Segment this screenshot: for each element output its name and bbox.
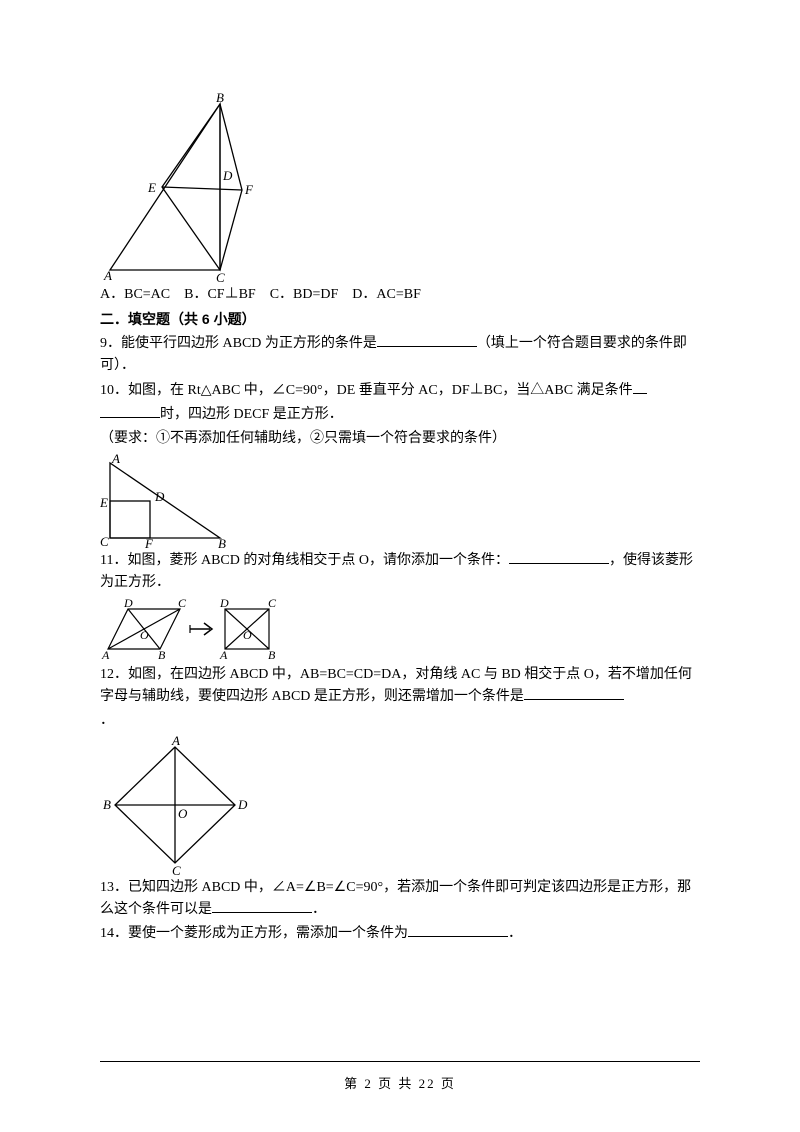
q12-blank [524, 686, 624, 700]
svg-text:B: B [218, 536, 226, 548]
q14-end: ． [508, 926, 522, 941]
q14-blank [408, 923, 508, 937]
svg-text:A: A [219, 648, 228, 662]
svg-text:O: O [243, 628, 252, 642]
svg-fig3: D C O A B D C O A B [100, 597, 300, 662]
svg-text:B: B [158, 648, 166, 662]
q10-text-a: 10．如图，在 Rt△ABC 中，∠C=90°，DE 垂直平分 AC，DF⊥BC… [100, 383, 633, 398]
figure-q8: B D E F A C [100, 92, 700, 282]
svg-text:C: C [178, 597, 187, 610]
footer-rule [100, 1061, 700, 1062]
q12-end: ． [100, 710, 700, 732]
svg-text:B: B [216, 92, 224, 105]
q14: 14．要使一个菱形成为正方形，需添加一个条件为 ． [100, 923, 700, 945]
svg-text:F: F [144, 536, 154, 548]
svg-text:D: D [123, 597, 133, 610]
q9: 9．能使平行四边形 ABCD 为正方形的条件是（填上一个符合题目要求的条件即可）… [100, 333, 700, 378]
q10-blank-inline [633, 380, 647, 394]
figure-q10: A E D C F B [100, 453, 700, 548]
q13-text-a: 13．已知四边形 ABCD 中，∠A=∠B=∠C=90°，若添加一个条件即可判定… [100, 880, 691, 917]
svg-text:C: C [268, 597, 277, 610]
figure-q11: D C O A B D C O A B [100, 597, 700, 662]
svg-text:B: B [103, 797, 111, 812]
q14-text-a: 14．要使一个菱形成为正方形，需添加一个条件为 [100, 926, 408, 941]
page-footer: 第 2 页 共 22 页 [0, 1073, 800, 1092]
q10-blank2 [100, 404, 160, 418]
svg-text:B: B [268, 648, 276, 662]
svg-text:C: C [216, 270, 225, 282]
svg-fig2: A E D C F B [100, 453, 230, 548]
svg-fig1: B D E F A C [100, 92, 260, 282]
svg-text:O: O [178, 806, 188, 821]
svg-text:O: O [140, 628, 149, 642]
q13-end: ． [312, 902, 326, 917]
svg-text:A: A [101, 648, 110, 662]
svg-fig4: A B O D C [100, 735, 250, 875]
svg-text:D: D [237, 797, 248, 812]
q11-text-a: 11．如图，菱形 ABCD 的对角线相交于点 O，请你添加一个条件： [100, 553, 509, 568]
q10-text-b: 时，四边形 DECF 是正方形． [160, 407, 343, 422]
q12: 12．如图，在四边形 ABCD 中，AB=BC=CD=DA，对角线 AC 与 B… [100, 664, 700, 709]
q8-options: A．BC=AC B．CF⊥BF C．BD=DF D．AC=BF [100, 284, 700, 306]
svg-text:D: D [219, 597, 229, 610]
q10-line2: 时，四边形 DECF 是正方形． [100, 404, 700, 426]
q11-blank [509, 550, 609, 564]
svg-text:F: F [244, 182, 254, 197]
svg-text:C: C [100, 534, 109, 548]
q13: 13．已知四边形 ABCD 中，∠A=∠B=∠C=90°，若添加一个条件即可判定… [100, 877, 700, 922]
svg-text:A: A [103, 268, 112, 282]
svg-text:D: D [154, 489, 165, 504]
svg-text:C: C [172, 863, 181, 875]
q9-text-a: 9．能使平行四边形 ABCD 为正方形的条件是 [100, 336, 377, 351]
svg-text:D: D [222, 168, 233, 183]
svg-text:E: E [147, 180, 156, 195]
q9-blank [377, 333, 477, 347]
q10-note: （要求：①不再添加任何辅助线，②只需填一个符合要求的条件） [100, 428, 700, 450]
q11: 11．如图，菱形 ABCD 的对角线相交于点 O，请你添加一个条件：，使得该菱形… [100, 550, 700, 595]
q10: 10．如图，在 Rt△ABC 中，∠C=90°，DE 垂直平分 AC，DF⊥BC… [100, 380, 700, 402]
figure-q12: A B O D C [100, 735, 700, 875]
svg-text:A: A [171, 735, 180, 748]
svg-text:A: A [111, 453, 120, 466]
q13-blank [212, 899, 312, 913]
svg-text:E: E [100, 495, 108, 510]
section-2-heading: 二．填空题（共 6 小题） [100, 308, 700, 330]
